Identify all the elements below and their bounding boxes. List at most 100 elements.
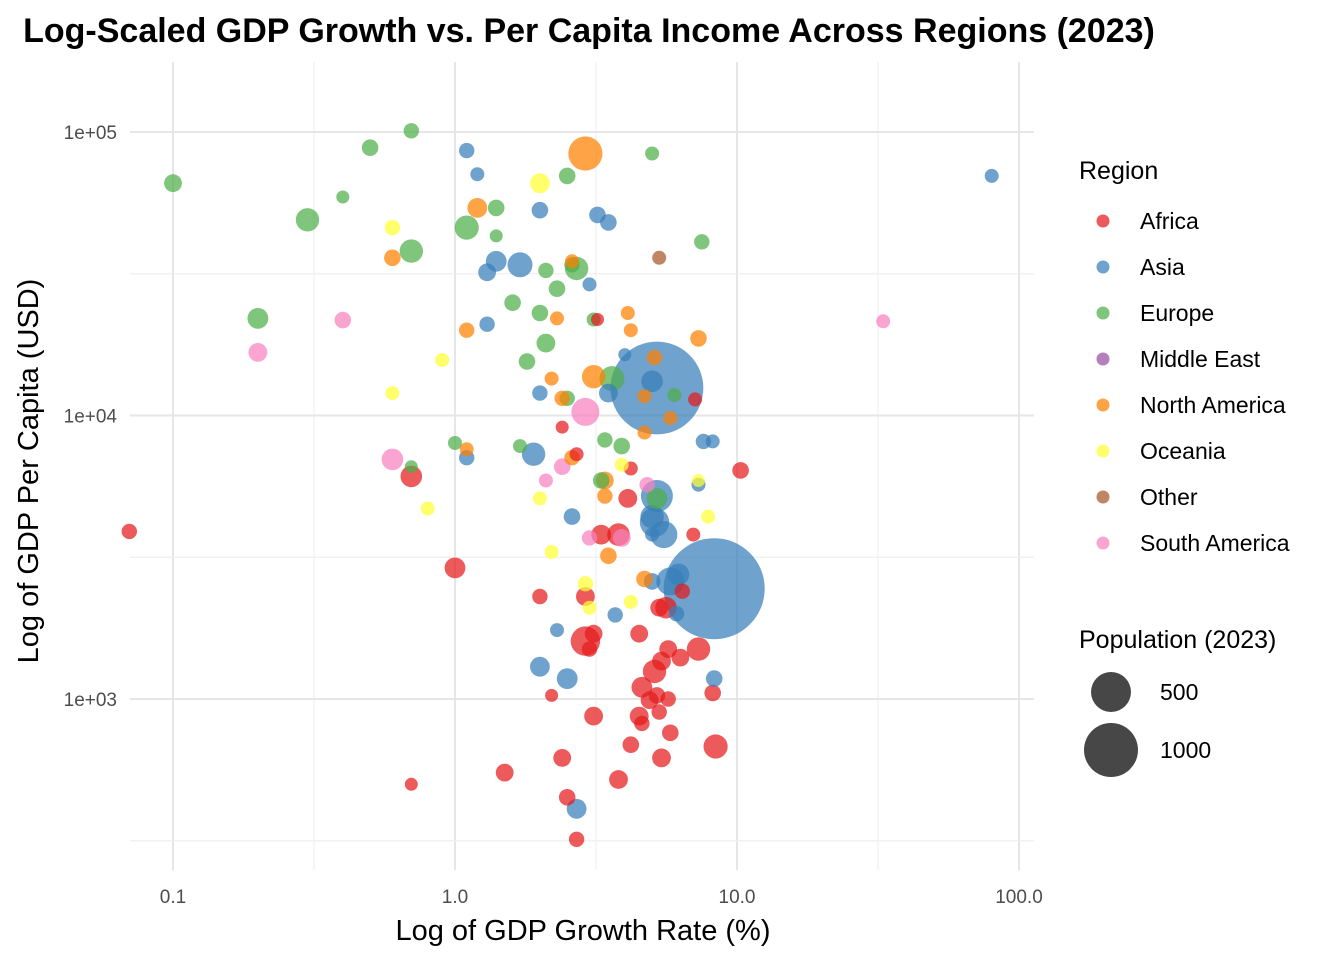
y-tick-label: 1e+04: [64, 407, 118, 428]
data-point: [295, 208, 320, 232]
grid: [130, 62, 1034, 870]
data-point: [600, 214, 617, 231]
x-tick-label: 0.1: [160, 887, 186, 908]
data-point: [544, 371, 559, 386]
data-point: [550, 623, 564, 638]
data-point: [671, 648, 690, 667]
x-tick-label: 100.0: [995, 887, 1043, 908]
data-point: [568, 136, 603, 171]
data-point: [607, 607, 623, 623]
data-point: [384, 249, 401, 267]
data-point: [584, 706, 603, 726]
data-point: [404, 777, 418, 791]
data-point: [577, 576, 594, 592]
population-legend-title: Population (2023): [1079, 626, 1276, 654]
legend-label: South America: [1140, 530, 1290, 556]
data-point: [613, 437, 630, 455]
data-point: [663, 538, 765, 640]
data-point: [703, 734, 728, 759]
data-point: [531, 304, 549, 322]
legend-swatch: [1096, 398, 1110, 412]
data-point: [556, 668, 578, 689]
data-point: [467, 198, 488, 218]
data-point: [634, 715, 650, 732]
data-point: [667, 388, 682, 403]
data-point: [470, 167, 485, 182]
data-point: [571, 397, 600, 426]
data-point: [591, 313, 604, 326]
data-point: [536, 333, 556, 353]
data-point: [618, 489, 638, 508]
legend-swatch: [1096, 444, 1110, 458]
data-point: [532, 491, 547, 506]
data-point: [622, 736, 640, 753]
data-point: [636, 570, 653, 588]
data-point: [623, 594, 638, 609]
data-point: [692, 474, 705, 487]
data-point: [663, 411, 678, 425]
y-tick-label: 1e+03: [64, 690, 117, 711]
data-point: [513, 439, 527, 454]
data-point: [705, 670, 723, 687]
data-point: [381, 448, 404, 471]
data-point: [650, 598, 669, 617]
data-point: [479, 316, 495, 332]
legend-label: Other: [1140, 484, 1198, 510]
data-point: [637, 425, 652, 440]
data-point: [581, 365, 606, 389]
data-point: [876, 314, 891, 329]
legend-label: Oceania: [1140, 438, 1226, 464]
legend-swatch: [1096, 214, 1110, 228]
x-tick-label: 1.0: [442, 887, 468, 908]
data-point: [334, 311, 352, 329]
data-point: [582, 277, 597, 292]
size-legend-circle: [1084, 723, 1138, 777]
data-point: [507, 252, 533, 278]
data-point: [444, 557, 466, 579]
data-point: [637, 389, 652, 404]
data-point: [618, 348, 632, 362]
data-point: [652, 748, 671, 768]
data-point: [563, 508, 581, 525]
data-point: [597, 432, 613, 448]
data-point: [705, 434, 720, 449]
legend-swatch: [1096, 306, 1110, 320]
data-point: [646, 488, 668, 509]
legend-label: Africa: [1140, 208, 1199, 234]
data-point: [667, 563, 690, 586]
data-point: [495, 763, 514, 782]
data-point: [646, 349, 663, 366]
data-point: [639, 477, 655, 493]
data-point: [558, 167, 576, 185]
data-point: [248, 343, 268, 362]
y-tick-label: 1e+05: [64, 123, 117, 144]
data-point: [478, 263, 496, 282]
data-point: [701, 509, 716, 524]
legend-swatch: [1096, 352, 1110, 366]
data-point: [385, 386, 400, 401]
data-point: [504, 294, 521, 312]
data-point: [459, 142, 475, 159]
data-point: [554, 390, 570, 406]
size-legend-label: 500: [1160, 679, 1198, 705]
data-point: [984, 168, 999, 183]
data-point: [565, 254, 579, 269]
legend-swatch: [1096, 260, 1110, 274]
data-point: [459, 442, 474, 457]
data-point: [732, 462, 749, 479]
data-point: [487, 199, 505, 217]
data-point: [612, 529, 631, 547]
x-tick-label: 10.0: [719, 887, 756, 908]
data-point: [581, 641, 598, 657]
data-point: [597, 488, 613, 504]
legend-label: Asia: [1140, 254, 1185, 280]
data-point: [686, 637, 711, 661]
y-axis-title: Log of GDP Per Capita (USD): [13, 279, 45, 664]
data-point: [164, 174, 182, 193]
data-point: [538, 473, 553, 488]
legend-swatch: [1096, 490, 1110, 504]
data-point: [581, 530, 598, 546]
data-point: [448, 436, 462, 450]
data-point: [620, 306, 635, 320]
axes: 0.1 1.0 10.0 100.0 1e+03 1e+04 1e+05: [64, 123, 1043, 908]
